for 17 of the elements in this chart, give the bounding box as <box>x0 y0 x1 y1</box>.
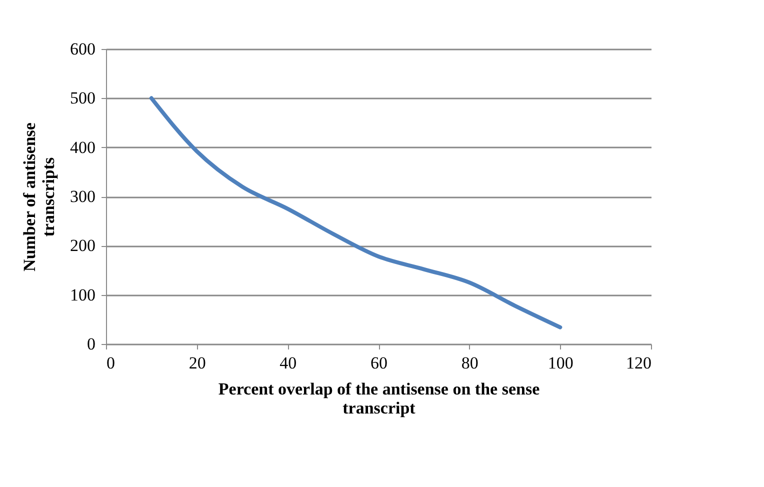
x-tick-label: 120 <box>626 354 652 372</box>
x-tick-label: 20 <box>188 354 206 372</box>
y-axis-title: Number of antisense transcripts <box>20 122 58 272</box>
y-tick-label: 400 <box>70 138 96 157</box>
y-tick-label: 600 <box>70 40 96 58</box>
y-tick-label: 200 <box>70 236 96 256</box>
y-tick-label: 300 <box>70 187 96 206</box>
x-axis-title: Percent overlap of the antisense on the sense transcript <box>218 380 540 418</box>
y-tick-label: 500 <box>70 88 96 108</box>
x-tick-label: 0 <box>106 354 115 372</box>
y-tick-label: 0 <box>87 334 96 354</box>
x-tick-label: 40 <box>280 354 297 372</box>
x-tick-label: 80 <box>461 354 478 372</box>
x-tick-label: 60 <box>370 354 388 372</box>
line-series <box>149 96 562 330</box>
y-tick-label: 100 <box>70 285 96 304</box>
x-tick-label: 100 <box>548 354 574 372</box>
